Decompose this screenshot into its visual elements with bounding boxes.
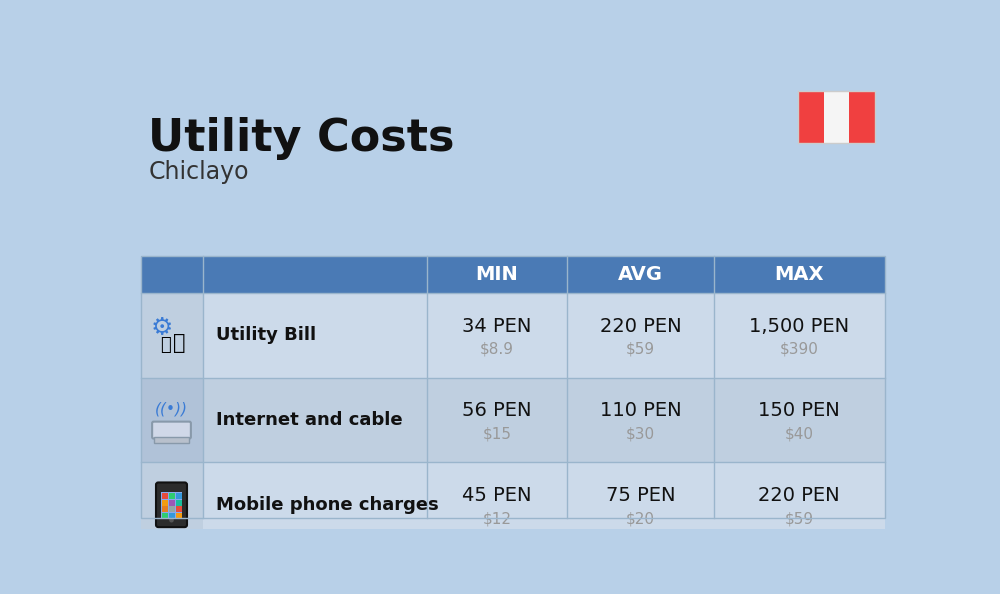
Bar: [140, 293, 202, 378]
Text: 56 PEN: 56 PEN: [462, 402, 532, 421]
Text: ⚙: ⚙: [151, 315, 173, 340]
Text: AVG: AVG: [618, 265, 663, 284]
Bar: [140, 256, 885, 293]
Text: 110 PEN: 110 PEN: [600, 402, 681, 421]
Text: 220 PEN: 220 PEN: [600, 317, 681, 336]
Bar: [140, 378, 202, 463]
Text: $8.9: $8.9: [480, 342, 514, 357]
Text: ((•)): ((•)): [155, 402, 188, 417]
Text: $30: $30: [626, 426, 655, 441]
Bar: [202, 378, 885, 463]
Text: MIN: MIN: [476, 265, 518, 284]
Text: 150 PEN: 150 PEN: [758, 402, 840, 421]
Bar: [176, 500, 182, 505]
Text: $15: $15: [482, 426, 512, 441]
Text: 75 PEN: 75 PEN: [606, 486, 675, 505]
Text: MAX: MAX: [774, 265, 824, 284]
Text: Internet and cable: Internet and cable: [216, 411, 403, 429]
Text: 220 PEN: 220 PEN: [758, 486, 840, 505]
Text: $20: $20: [626, 511, 655, 526]
Bar: [824, 90, 849, 143]
Bar: [162, 493, 168, 499]
FancyBboxPatch shape: [156, 482, 187, 527]
Bar: [169, 513, 175, 519]
Bar: [169, 493, 175, 499]
Text: $59: $59: [785, 511, 814, 526]
Bar: [162, 500, 168, 505]
Bar: [154, 437, 189, 443]
Text: 45 PEN: 45 PEN: [462, 486, 532, 505]
Text: $40: $40: [785, 426, 814, 441]
Text: $390: $390: [780, 342, 819, 357]
Circle shape: [169, 518, 174, 523]
Text: Mobile phone charges: Mobile phone charges: [216, 496, 439, 514]
Bar: [162, 506, 168, 512]
Bar: [162, 513, 168, 519]
Text: 34 PEN: 34 PEN: [462, 317, 532, 336]
Text: Utility Bill: Utility Bill: [216, 326, 317, 345]
Text: $12: $12: [482, 511, 512, 526]
Text: 🔌: 🔌: [173, 333, 186, 353]
Bar: [798, 90, 875, 143]
Bar: [849, 90, 875, 143]
Text: $59: $59: [626, 342, 655, 357]
Bar: [176, 506, 182, 512]
Bar: [176, 493, 182, 499]
Bar: [169, 500, 175, 505]
Text: Utility Costs: Utility Costs: [148, 118, 455, 160]
Bar: [140, 463, 202, 547]
Bar: [202, 463, 885, 547]
Text: 📦: 📦: [160, 336, 171, 353]
Bar: [169, 506, 175, 512]
Text: 1,500 PEN: 1,500 PEN: [749, 317, 849, 336]
Bar: [798, 90, 824, 143]
Bar: [161, 492, 182, 519]
Bar: [176, 513, 182, 519]
Text: Chiclayo: Chiclayo: [148, 160, 249, 184]
Bar: [140, 256, 885, 518]
Bar: [202, 293, 885, 378]
FancyBboxPatch shape: [152, 422, 191, 438]
